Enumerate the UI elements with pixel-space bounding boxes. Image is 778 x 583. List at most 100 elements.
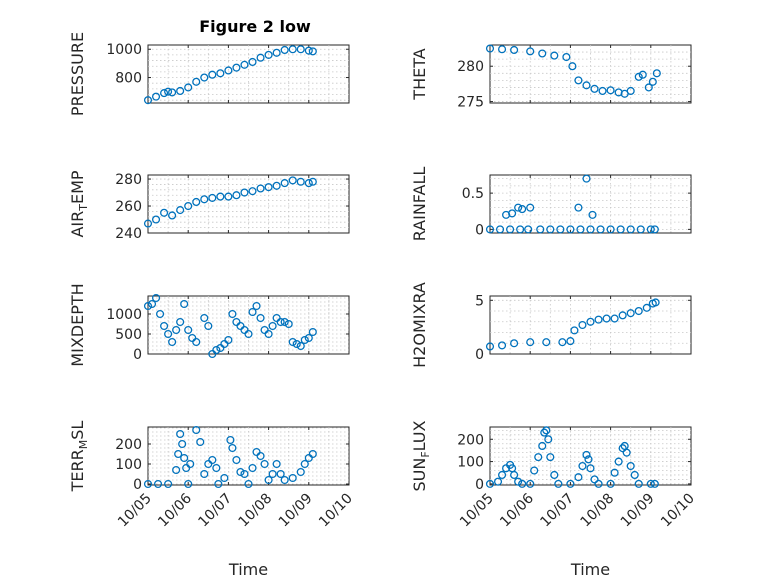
data-point xyxy=(308,449,317,459)
data-point xyxy=(260,459,269,469)
data-point xyxy=(510,45,519,55)
series-markers xyxy=(143,425,317,489)
data-point xyxy=(568,62,577,71)
data-point xyxy=(226,435,235,445)
data-point xyxy=(240,188,249,197)
data-point xyxy=(176,429,185,439)
y-tick-label: 0 xyxy=(133,477,142,493)
data-point xyxy=(304,179,313,188)
data-point xyxy=(232,63,241,72)
data-point xyxy=(498,341,507,350)
y-tick-label: 0 xyxy=(475,347,484,363)
data-point xyxy=(200,313,209,323)
x-tick-label: 10/08 xyxy=(578,491,618,531)
data-point xyxy=(224,66,233,75)
data-point xyxy=(526,479,535,488)
series-markers xyxy=(485,174,659,234)
data-point xyxy=(240,469,249,479)
data-point xyxy=(634,479,643,488)
data-point xyxy=(176,206,185,215)
data-point xyxy=(566,225,575,234)
grid xyxy=(148,175,349,233)
subplot-mixdepth: 0 500 1000 MIXDEPTH xyxy=(68,283,350,367)
x-tick-label: 10/07 xyxy=(195,491,235,531)
data-point xyxy=(288,45,297,54)
data-point xyxy=(618,444,627,453)
data-point xyxy=(582,174,591,183)
data-point xyxy=(546,453,555,462)
y-tick-label: 0 xyxy=(133,347,142,363)
x-tick-label: 10/09 xyxy=(618,491,658,531)
data-point xyxy=(168,337,177,347)
data-point xyxy=(588,210,597,219)
data-point xyxy=(648,77,657,86)
data-point xyxy=(280,45,289,55)
grid xyxy=(490,45,691,103)
data-point xyxy=(614,457,623,466)
data-point xyxy=(164,87,173,96)
data-point xyxy=(264,475,273,485)
subplot-h2omixra: 0 5 H2OMIXRA xyxy=(410,282,692,368)
data-point xyxy=(634,72,643,81)
data-point xyxy=(224,192,233,201)
data-point xyxy=(598,86,607,96)
y-tick-label: 5 xyxy=(475,293,484,309)
data-point xyxy=(176,86,185,96)
data-point xyxy=(646,479,655,488)
data-point xyxy=(143,301,153,311)
data-point xyxy=(296,467,305,477)
grid xyxy=(148,427,349,485)
data-point xyxy=(594,315,603,324)
data-point xyxy=(622,448,631,457)
data-point xyxy=(180,453,189,463)
y-tick-label: 0 xyxy=(475,477,484,493)
y-tick-label: 200 xyxy=(115,437,142,453)
data-point xyxy=(582,450,591,459)
data-point xyxy=(586,225,595,234)
data-point xyxy=(300,459,309,469)
data-point xyxy=(276,469,285,479)
data-point xyxy=(304,46,313,55)
data-point xyxy=(288,473,297,483)
data-point xyxy=(642,303,651,312)
data-point xyxy=(530,466,539,475)
data-point xyxy=(514,477,523,486)
y-axis-label: AIRTEMP xyxy=(68,170,90,237)
data-point xyxy=(272,181,281,190)
data-point xyxy=(566,337,575,346)
data-point xyxy=(172,465,181,475)
data-point xyxy=(280,475,289,485)
data-point xyxy=(584,455,593,464)
data-point xyxy=(652,69,661,78)
data-point xyxy=(196,437,205,447)
data-point xyxy=(280,179,289,188)
data-point xyxy=(214,479,223,489)
data-point xyxy=(292,339,301,349)
data-point xyxy=(540,428,549,437)
series-markers xyxy=(485,44,661,98)
data-point xyxy=(526,47,535,56)
x-axis-label: Time xyxy=(570,560,610,579)
figure-title: Figure 2 low xyxy=(199,17,311,36)
series-markers xyxy=(143,45,317,105)
x-axis-label: Time xyxy=(228,560,268,579)
data-point xyxy=(308,47,317,56)
data-point xyxy=(220,473,229,483)
data-point xyxy=(151,215,161,224)
data-point xyxy=(296,341,305,351)
subplot-air-temp: 240 260 280 AIRTEMP xyxy=(68,170,350,242)
data-point xyxy=(244,329,253,339)
data-point xyxy=(542,338,551,347)
data-point xyxy=(252,301,261,311)
data-point xyxy=(174,449,183,459)
data-point xyxy=(518,205,527,214)
data-point xyxy=(606,225,615,234)
data-point xyxy=(485,479,495,488)
data-point xyxy=(514,203,523,212)
data-point xyxy=(192,197,201,207)
data-point xyxy=(602,314,611,323)
data-point xyxy=(232,191,241,200)
data-point xyxy=(184,479,193,489)
data-point xyxy=(256,313,265,323)
data-point xyxy=(630,470,639,480)
